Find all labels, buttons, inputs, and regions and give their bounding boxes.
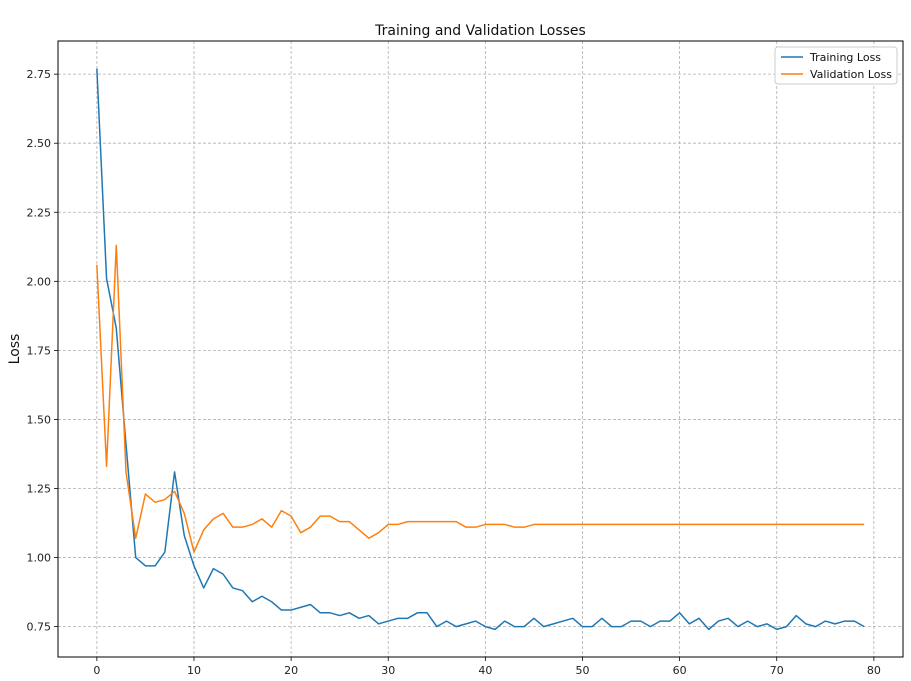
y-tick-label: 2.00	[27, 275, 52, 288]
axis-ticks: 0 10 20 30 40 50 60 70 80 0.75 1.00 1.25 1.50 1.75 2.0…	[27, 68, 881, 677]
y-tick-label: 2.50	[27, 137, 52, 150]
legend-label-training-loss: Training Loss	[809, 51, 881, 64]
x-tick-label: 80	[867, 664, 881, 677]
x-tick-label: 10	[187, 664, 201, 677]
x-tick-label: 70	[770, 664, 784, 677]
y-tick-label: 0.75	[27, 621, 52, 634]
x-tick-label: 40	[478, 664, 492, 677]
y-tick-label: 1.50	[27, 413, 52, 426]
y-tick-label: 2.75	[27, 68, 52, 81]
legend-label-validation-loss: Validation Loss	[810, 68, 892, 81]
y-axis-title: Loss	[7, 334, 23, 365]
validation-loss-line	[96, 244, 865, 553]
series-lines	[96, 68, 865, 631]
legend: Training Loss Validation Loss	[774, 46, 898, 85]
y-tick-label: 1.75	[27, 344, 52, 357]
y-tick-label: 2.25	[27, 206, 52, 219]
legend-box	[774, 46, 898, 85]
x-tick-label: 0	[93, 664, 100, 677]
y-tick-label: 1.00	[27, 552, 52, 565]
plot-frame	[57, 40, 904, 658]
chart-title: Training and Validation Losses	[374, 23, 586, 39]
x-tick-label: 60	[673, 664, 687, 677]
training-loss-line	[96, 68, 865, 631]
x-tick-label: 20	[284, 664, 298, 677]
x-tick-label: 50	[575, 664, 589, 677]
y-tick-label: 1.25	[27, 482, 52, 495]
grid	[58, 41, 903, 657]
x-tick-label: 30	[381, 664, 395, 677]
